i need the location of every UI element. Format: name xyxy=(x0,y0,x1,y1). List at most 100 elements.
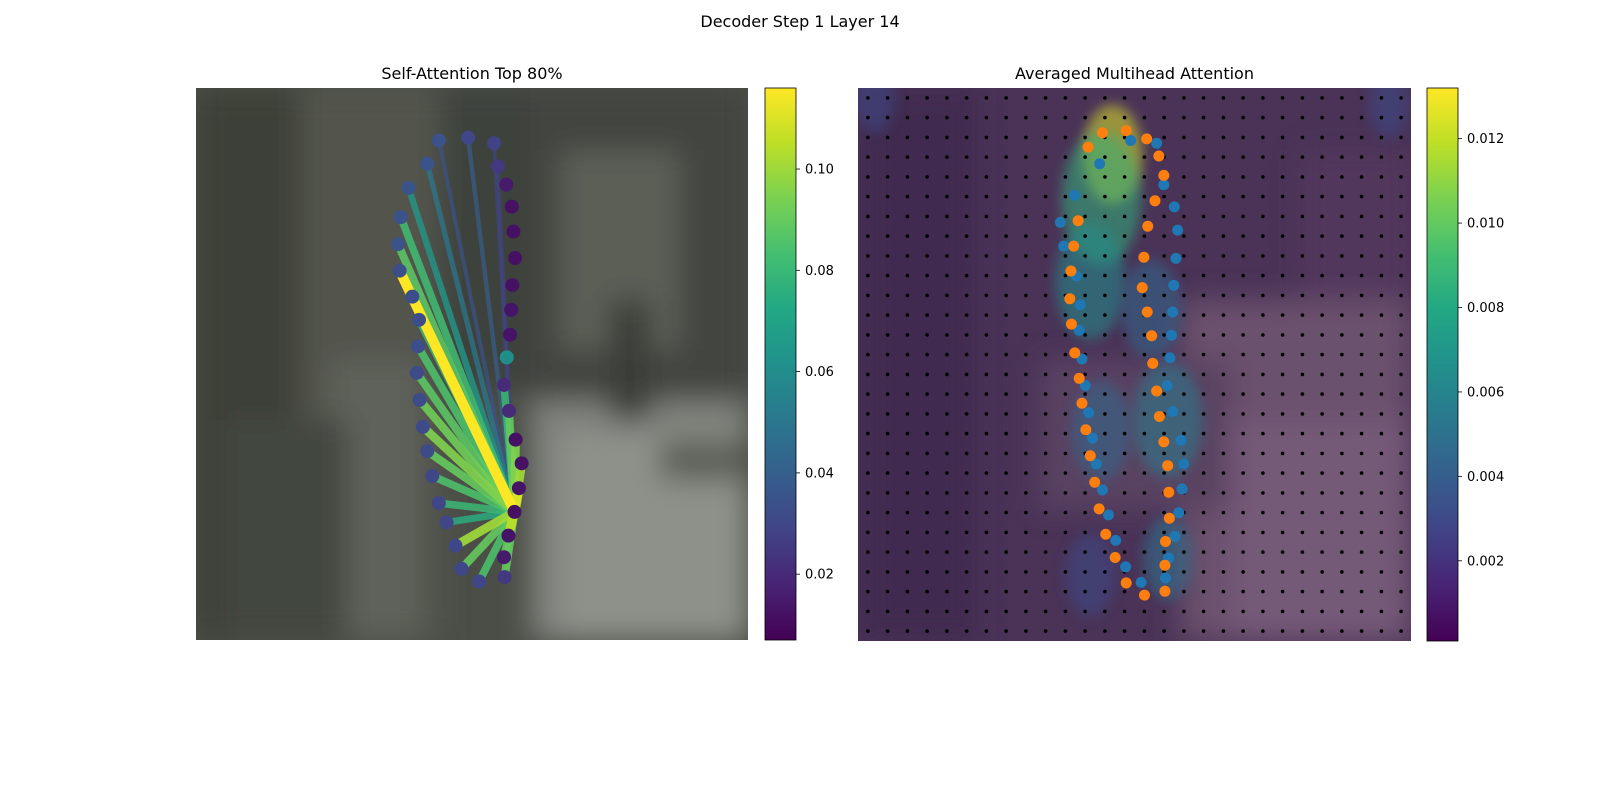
series-b-point xyxy=(1159,559,1171,571)
grid-dot xyxy=(1340,115,1344,120)
grid-dot xyxy=(1221,451,1226,456)
grid-dot xyxy=(1142,451,1147,456)
attention-node xyxy=(501,528,516,543)
series-b-point xyxy=(1100,528,1112,540)
series-a-point xyxy=(1158,179,1170,191)
grid-dot xyxy=(1043,115,1048,120)
series-b-point xyxy=(1082,141,1094,153)
grid-dot xyxy=(1379,451,1384,456)
grid-dot xyxy=(925,273,929,278)
grid-dot xyxy=(1399,96,1403,100)
series-b-point xyxy=(1068,240,1080,252)
grid-dot xyxy=(1142,234,1147,238)
grid-dot xyxy=(1261,431,1265,436)
attention-node xyxy=(412,392,427,407)
grid-dot xyxy=(1320,333,1324,337)
grid-dot xyxy=(885,431,890,436)
grid-dot xyxy=(1320,135,1324,140)
grid-dot xyxy=(1063,530,1068,535)
grid-dot xyxy=(1379,491,1384,495)
grid-dot xyxy=(885,352,890,357)
grid-dot xyxy=(1162,234,1166,238)
series-a-point xyxy=(1167,306,1179,318)
grid-dot xyxy=(1043,372,1048,377)
grid-dot xyxy=(1043,392,1048,396)
series-b-point xyxy=(1153,150,1165,162)
series-a-point xyxy=(1069,189,1081,201)
grid-dot xyxy=(1182,431,1186,436)
grid-dots xyxy=(866,96,1403,633)
grid-dot xyxy=(885,313,890,317)
grid-dot xyxy=(1241,194,1245,199)
grid-dot xyxy=(1280,372,1285,377)
grid-dot xyxy=(1320,155,1324,159)
grid-dot xyxy=(1280,609,1285,614)
grid-dot xyxy=(945,352,949,357)
attention-node xyxy=(454,561,469,576)
grid-dot xyxy=(1201,234,1206,238)
grid-dot xyxy=(984,234,989,238)
series-b-point xyxy=(1147,357,1159,369)
series-a-point xyxy=(1120,561,1132,573)
grid-dot xyxy=(1201,609,1206,614)
grid-dot xyxy=(1122,352,1127,357)
grid-dot xyxy=(1103,550,1107,554)
grid-dot xyxy=(1004,254,1008,258)
grid-dot xyxy=(885,471,890,475)
grid-dot xyxy=(1340,372,1344,377)
grid-dot xyxy=(1083,392,1087,396)
series-a-point xyxy=(1110,534,1122,546)
grid-dot xyxy=(1004,175,1008,179)
grid-dot xyxy=(1201,392,1206,396)
grid-dot xyxy=(1280,491,1285,495)
grid-dot xyxy=(905,352,910,357)
grid-dot xyxy=(905,431,910,436)
grid-dot xyxy=(1142,194,1147,199)
grid-dot xyxy=(945,629,949,633)
grid-dot xyxy=(984,293,989,298)
grid-dot xyxy=(1004,115,1008,120)
series-b-point xyxy=(1159,535,1171,547)
series-a-point xyxy=(1083,407,1095,419)
grid-dot xyxy=(1359,530,1364,535)
series-a-point xyxy=(1159,572,1171,584)
grid-dot xyxy=(1182,175,1186,179)
grid-dot xyxy=(1379,273,1384,278)
grid-dot xyxy=(1182,333,1186,337)
grid-dot xyxy=(1201,471,1206,475)
grid-dot xyxy=(866,589,870,594)
grid-dot xyxy=(885,155,890,159)
grid-dot xyxy=(1359,570,1364,574)
right-colorbar-ticks: 0.002 0.004 0.006 0.008 0.010 0.012 xyxy=(1458,132,1504,569)
grid-dot xyxy=(1320,293,1324,298)
grid-dot xyxy=(1063,451,1068,456)
grid-dot xyxy=(1261,234,1265,238)
grid-dot xyxy=(1201,372,1206,377)
attention-node xyxy=(412,312,427,327)
left-panel-title: Self-Attention Top 80% xyxy=(381,64,563,83)
series-a-point xyxy=(1090,458,1102,470)
grid-dot xyxy=(1024,471,1028,475)
grid-dot xyxy=(1043,530,1048,535)
grid-dot xyxy=(964,352,969,357)
grid-dot xyxy=(1320,589,1324,594)
grid-dot xyxy=(1280,175,1285,179)
series-a-point xyxy=(1073,324,1085,336)
grid-dot xyxy=(1043,570,1048,574)
attention-edge xyxy=(419,423,518,516)
grid-dot xyxy=(885,214,890,219)
grid-dot xyxy=(1300,333,1305,337)
colorbar-tick-label: 0.006 xyxy=(1467,385,1504,400)
grid-dot xyxy=(1241,352,1245,357)
grid-dot xyxy=(866,372,870,377)
grid-dot xyxy=(1320,609,1324,614)
colorbar-tick-label: 0.06 xyxy=(805,365,834,380)
grid-dot xyxy=(866,451,870,456)
grid-dot xyxy=(984,451,989,456)
grid-dot xyxy=(1142,609,1147,614)
series-a-point xyxy=(1168,201,1180,213)
grid-dot xyxy=(1004,214,1008,219)
grid-dot xyxy=(925,609,929,614)
grid-dot xyxy=(1320,115,1324,120)
attention-node xyxy=(508,432,523,447)
